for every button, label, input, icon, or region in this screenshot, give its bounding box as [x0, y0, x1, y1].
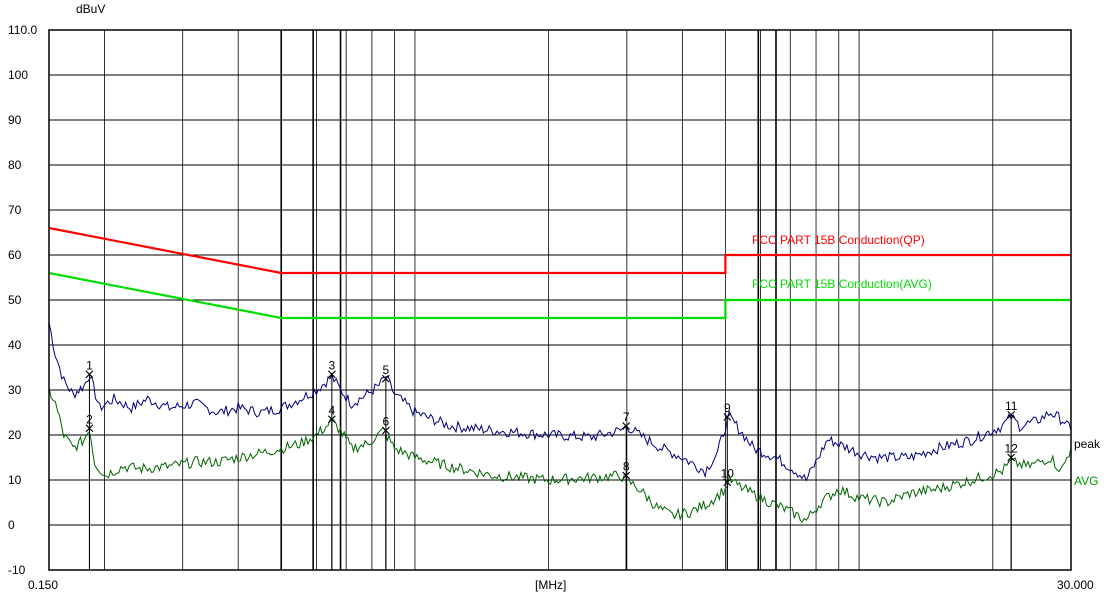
marker-x	[85, 424, 94, 433]
legend-avg: AVG	[1074, 474, 1098, 488]
marker-x	[381, 426, 390, 435]
series-line	[48, 387, 1072, 523]
limit-lines: FCC PART 15B Conduction(QP) FCC PART 15B …	[48, 226, 1071, 320]
marker-label: 8	[623, 460, 630, 474]
data-series	[48, 322, 1072, 523]
y-tick-label: -10	[8, 563, 26, 577]
y-tick-label: 70	[8, 203, 22, 217]
y-tick-label: 80	[8, 158, 22, 172]
marker-x	[1007, 410, 1016, 419]
marker-label: 12	[1004, 442, 1018, 456]
x-tick-labels: 0.150 [MHz] 30.000	[28, 578, 1094, 592]
marker-x	[327, 370, 336, 379]
marker-label: 2	[86, 412, 93, 426]
limit-line	[48, 226, 1071, 275]
y-tick-label: 60	[8, 248, 22, 262]
marker-x	[1007, 453, 1016, 462]
marker-label: 9	[724, 401, 731, 415]
plot-frame	[48, 29, 1072, 571]
y-tick-label: 10	[8, 473, 22, 487]
y-tick-label: 110.0	[8, 23, 37, 37]
y-tick-label: 20	[8, 428, 22, 442]
y-tick-label: 50	[8, 293, 22, 307]
series-line	[48, 322, 1072, 482]
y-tick-label: 100	[8, 68, 28, 82]
legend-peak: peak	[1074, 437, 1101, 451]
marker-x	[622, 471, 631, 480]
marker-label: 3	[329, 358, 336, 372]
marker-x	[85, 370, 94, 379]
marker-x	[723, 478, 732, 487]
marker-x	[622, 422, 631, 430]
marker-label: 7	[623, 410, 630, 424]
marker-label: 4	[329, 403, 336, 417]
y-axis-label: dBuV	[76, 2, 105, 16]
marker-label: 10	[721, 466, 735, 480]
marker-x	[381, 374, 390, 383]
y-tick-label: 40	[8, 338, 22, 352]
limit-label: FCC PART 15B Conduction(QP)	[752, 233, 925, 247]
y-tick-label: 30	[8, 383, 22, 397]
marker-x	[723, 413, 732, 421]
x-axis-label: [MHz]	[535, 578, 566, 592]
x-tick-label: 0.150	[28, 578, 58, 592]
marker-label: 5	[383, 363, 390, 377]
y-tick-labels: -10 0 10 20 30 40 50 60 70 80 90 100 110.0	[8, 23, 37, 577]
y-tick-label: 0	[8, 518, 15, 532]
marker-label: 6	[383, 415, 390, 429]
limit-line	[48, 271, 1071, 320]
marker-label: 11	[1005, 399, 1018, 413]
legend: peak AVG	[1074, 437, 1101, 488]
x-tick-label: 30.000	[1057, 578, 1094, 592]
marker-x	[327, 415, 336, 424]
y-tick-label: 90	[8, 113, 22, 127]
limit-label: FCC PART 15B Conduction(AVG)	[752, 277, 932, 291]
marker-label: 1	[86, 358, 93, 372]
